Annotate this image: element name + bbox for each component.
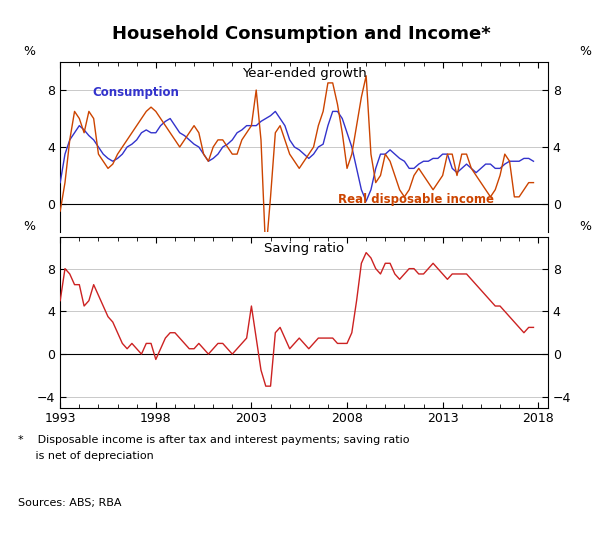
Text: Household Consumption and Income*: Household Consumption and Income* — [111, 25, 491, 43]
Text: %: % — [23, 45, 36, 58]
Text: Saving ratio: Saving ratio — [264, 242, 344, 255]
Text: %: % — [23, 220, 36, 233]
Text: Real disposable income: Real disposable income — [338, 194, 494, 206]
Text: %: % — [580, 45, 592, 58]
Text: is net of depreciation: is net of depreciation — [18, 451, 154, 461]
Text: Consumption: Consumption — [92, 86, 179, 98]
Text: Year-ended growth: Year-ended growth — [241, 67, 367, 80]
Text: Sources: ABS; RBA: Sources: ABS; RBA — [18, 498, 122, 508]
Text: %: % — [580, 220, 592, 233]
Text: *    Disposable income is after tax and interest payments; saving ratio: * Disposable income is after tax and int… — [18, 435, 409, 445]
